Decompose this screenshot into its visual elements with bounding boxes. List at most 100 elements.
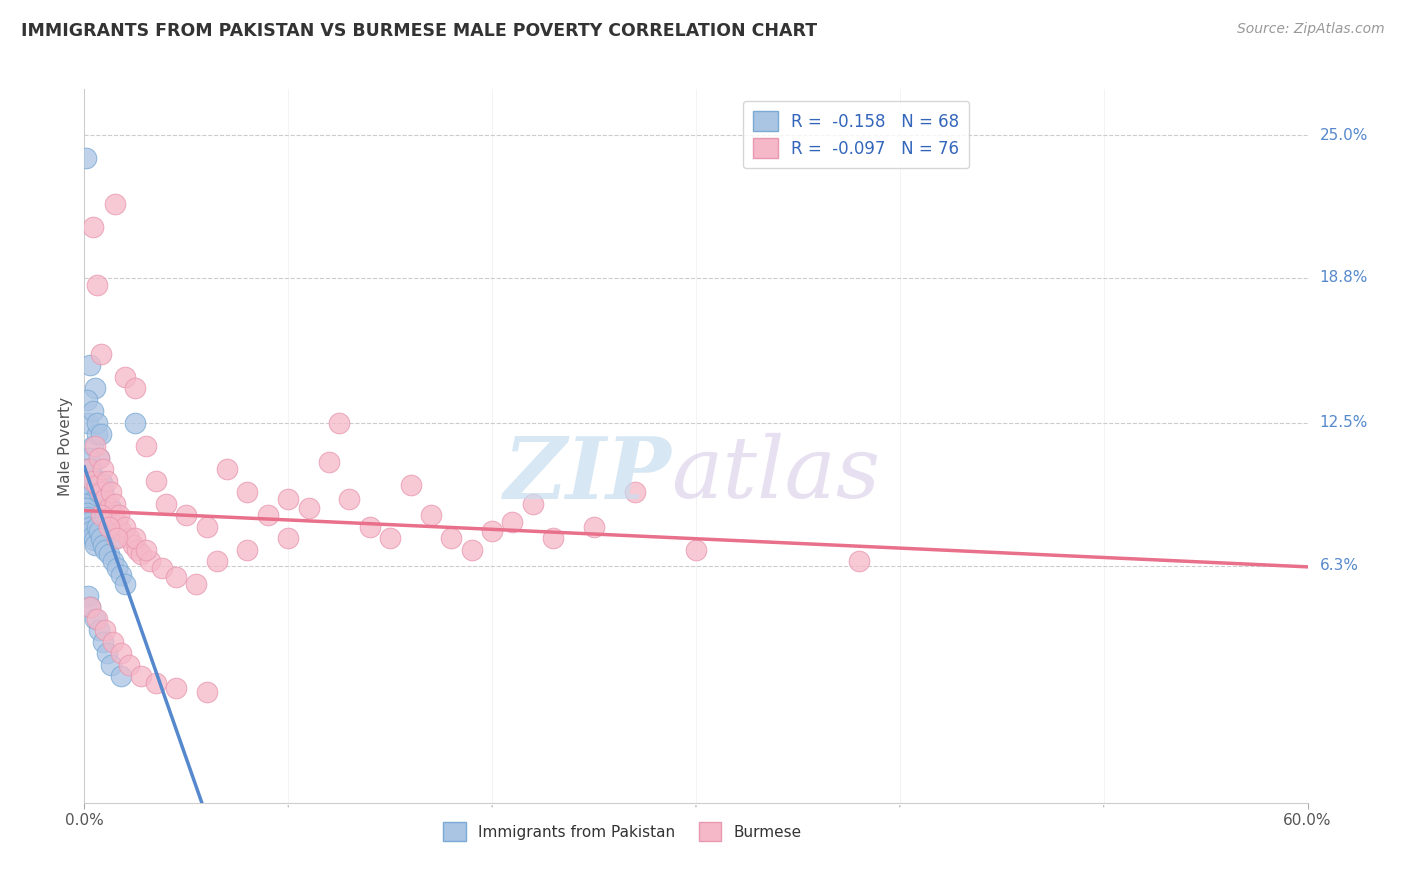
Point [131,547,153,561]
Point [79,600,101,615]
Point [83,474,105,488]
Legend: Immigrants from Pakistan, Burmese: Immigrants from Pakistan, Burmese [436,814,810,848]
Point [118,657,141,672]
Point [481,524,503,538]
Point [105,515,128,529]
Point [91,478,114,492]
Point [848,554,870,568]
Point [100,501,122,516]
Point [522,497,544,511]
Point [97,524,120,538]
Point [87,450,110,465]
Point [79,359,101,373]
Point [110,646,132,660]
Point [83,491,105,506]
Point [318,455,340,469]
Point [298,501,321,516]
Point [90,474,112,488]
Point [104,497,127,511]
Point [97,501,120,516]
Point [114,519,136,533]
Point [110,568,132,582]
Point [89,508,111,522]
Point [150,561,173,575]
Point [90,515,112,529]
Point [420,508,443,522]
Point [76,506,98,520]
Point [75,501,97,516]
Point [122,538,145,552]
Point [101,634,124,648]
Text: IMMIGRANTS FROM PAKISTAN VS BURMESE MALE POVERTY CORRELATION CHART: IMMIGRANTS FROM PAKISTAN VS BURMESE MALE… [21,22,817,40]
Point [90,347,112,361]
Point [145,676,167,690]
Point [77,462,100,476]
Point [83,538,105,552]
Point [86,612,108,626]
Point [101,508,124,522]
Point [82,439,104,453]
Point [195,685,218,699]
Point [87,450,110,465]
Point [101,554,124,568]
Point [583,519,606,533]
Point [82,485,104,500]
Point [257,508,280,522]
Point [75,462,97,476]
Point [461,542,484,557]
Point [174,508,197,522]
Point [104,531,127,545]
Point [91,634,114,648]
Point [135,439,157,453]
Point [82,220,104,235]
Point [236,485,259,500]
Point [86,501,108,516]
Point [77,474,100,488]
Point [236,542,259,557]
Text: Source: ZipAtlas.com: Source: ZipAtlas.com [1237,22,1385,37]
Point [105,531,128,545]
Point [685,542,707,557]
Point [93,623,115,637]
Point [76,392,98,407]
Point [79,515,101,529]
Text: 18.8%: 18.8% [1320,270,1368,285]
Point [93,524,115,538]
Point [110,669,132,683]
Point [97,547,120,561]
Point [79,519,101,533]
Point [91,485,114,500]
Point [91,538,114,552]
Point [114,577,136,591]
Point [195,519,218,533]
Point [79,600,101,615]
Point [205,554,228,568]
Point [90,508,112,522]
Point [82,529,104,543]
Point [502,515,524,529]
Point [93,497,115,511]
Point [96,474,118,488]
Text: 6.3%: 6.3% [1320,558,1358,574]
Point [86,416,108,430]
Point [186,577,208,591]
Point [217,462,239,476]
Point [135,542,157,557]
Point [90,508,112,522]
Point [277,531,299,545]
Point [90,531,112,545]
Point [93,515,115,529]
Point [96,646,118,660]
Point [87,524,110,538]
Point [82,404,104,418]
Point [124,531,146,545]
Point [131,669,153,683]
Point [97,519,120,533]
Point [277,491,299,506]
Point [77,416,100,430]
Point [79,462,101,476]
Point [93,508,115,522]
Point [79,450,101,465]
Text: atlas: atlas [672,434,880,516]
Point [127,542,149,557]
